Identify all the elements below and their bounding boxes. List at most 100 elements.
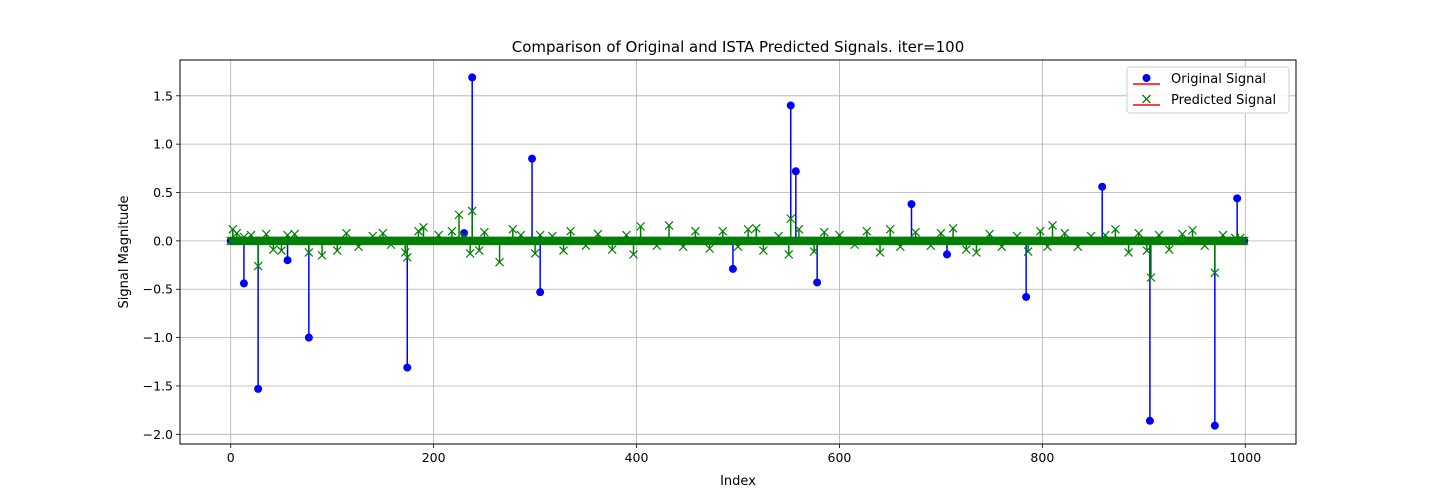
original-point: [468, 73, 477, 82]
predicted-point: [402, 252, 412, 262]
legend-predicted-marker: [1142, 94, 1151, 104]
predicted-point: [268, 245, 278, 255]
predicted-point: [743, 224, 753, 234]
y-tick-label: −1.0: [143, 330, 173, 345]
predicted-point: [566, 226, 576, 236]
original-point: [813, 278, 822, 287]
predicted-point: [705, 244, 715, 254]
predicted-point: [1142, 246, 1152, 255]
y-tick-label: −0.5: [143, 282, 173, 297]
legend-predicted-label: Predicted Signal: [1171, 93, 1276, 108]
y-tick-label: 1.5: [153, 88, 173, 103]
predicted-point: [819, 227, 829, 237]
predicted-point: [419, 222, 428, 232]
predicted-point: [1210, 268, 1220, 278]
predicted-point: [971, 248, 981, 257]
legend-box: [1126, 66, 1290, 114]
legend-original-label: Original Signal: [1171, 72, 1266, 87]
y-tick-label: 0.0: [153, 233, 173, 248]
original-point: [786, 101, 795, 110]
x-tick-label: 400: [625, 450, 649, 465]
predicted-point: [784, 249, 794, 259]
predicted-point: [465, 249, 475, 258]
predicted-point: [664, 220, 674, 230]
predicted-point: [479, 227, 489, 237]
original-point: [536, 288, 545, 297]
predicted-point: [508, 224, 518, 234]
predicted-point: [1124, 248, 1134, 257]
predicted-point: [277, 246, 286, 255]
original-point: [460, 229, 469, 238]
predicted-point: [474, 246, 484, 255]
predicted-point: [530, 249, 540, 258]
predicted-point: [447, 226, 457, 236]
predicted-point: [809, 247, 819, 256]
predicted-point: [1236, 236, 1246, 246]
predicted-point: [253, 261, 263, 271]
predicted-point: [629, 249, 638, 259]
original-point: [1098, 182, 1107, 191]
predicted-point: [636, 221, 646, 231]
predicted-point: [1146, 273, 1156, 283]
y-tick-label: −1.5: [143, 378, 173, 393]
predicted-point: [1035, 226, 1045, 236]
predicted-point: [794, 224, 804, 234]
predicted-point: [1023, 247, 1033, 256]
predicted-point: [1110, 224, 1120, 234]
original-point: [528, 154, 537, 163]
predicted-point: [400, 248, 410, 257]
predicted-point: [862, 226, 872, 236]
predicted-point: [911, 227, 920, 237]
predicted-point: [718, 226, 728, 236]
predicted-point: [875, 248, 885, 257]
original-point: [283, 256, 292, 265]
original-point: [239, 279, 248, 288]
predicted-point: [1048, 220, 1057, 230]
predicted-point: [1238, 236, 1248, 246]
original-point: [942, 250, 951, 259]
original-point: [1145, 416, 1154, 425]
original-point: [1233, 194, 1242, 203]
predicted-point: [341, 228, 351, 238]
predicted-point: [786, 214, 796, 224]
predicted-point: [690, 226, 700, 236]
original-point: [907, 200, 916, 209]
predicted-point: [332, 246, 342, 255]
predicted-point: [936, 228, 946, 238]
predicted-point: [304, 248, 314, 257]
predicted-point: [378, 228, 388, 238]
original-point: [254, 384, 263, 393]
x-tick-label: 200: [422, 450, 446, 465]
predicted-point: [232, 228, 242, 238]
axis-ticks: 0 200 400 600 800 1000 −2.0 −1.5 −1.0 −0.5 0.0 0.5 1…: [143, 88, 1262, 465]
predicted-point: [559, 246, 568, 255]
predicted-point: [758, 246, 768, 255]
predicted-point: [1164, 245, 1174, 255]
original-point: [791, 167, 800, 176]
original-point: [728, 264, 737, 273]
predicted-point: [317, 250, 327, 260]
x-tick-label: 0: [227, 450, 235, 465]
y-axis-label: Signal Magnitude: [117, 196, 132, 309]
predicted-point: [961, 245, 971, 255]
chart-title: Comparison of Original and ISTA Predicte…: [512, 38, 964, 56]
predicted-point: [1060, 228, 1070, 238]
predicted-point: [454, 210, 464, 220]
predicted-point: [467, 206, 477, 216]
original-point: [1210, 421, 1219, 430]
legend: Original Signal Predicted Signal: [1126, 66, 1290, 114]
predicted-point: [1134, 228, 1144, 238]
original-point: [403, 363, 412, 372]
x-axis-label: Index: [720, 474, 756, 489]
legend-original-marker: [1142, 74, 1151, 82]
original-point: [304, 333, 313, 342]
predicted-point: [1237, 236, 1247, 246]
markers: [226, 73, 1249, 430]
y-tick-label: 1.0: [153, 137, 173, 152]
x-tick-label: 600: [828, 450, 852, 465]
y-tick-label: −2.0: [143, 427, 173, 442]
predicted-point: [413, 226, 423, 236]
predicted-point: [885, 224, 895, 234]
predicted-point: [607, 245, 617, 255]
